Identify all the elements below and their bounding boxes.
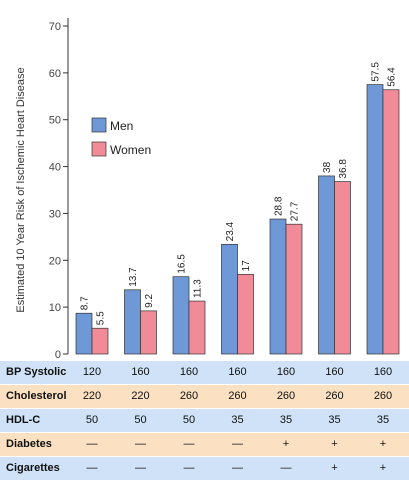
legend-label-women: Women (110, 143, 151, 157)
table-cell: + (331, 438, 338, 450)
table-cell: 50 (182, 414, 196, 426)
table-cell: — (135, 462, 146, 474)
y-tick-label: 0 (55, 349, 61, 361)
table-cell: 260 (373, 390, 393, 402)
bar-men-6 (318, 175, 335, 355)
data-label-men-3: 16.5 (177, 254, 188, 274)
data-label-men-6: 38 (322, 161, 333, 173)
table-row: Diabetes — — — — + + + (0, 433, 409, 456)
row-label: Diabetes (6, 438, 52, 450)
table-cell: 160 (373, 366, 393, 378)
row-label: HDL-C (6, 414, 41, 426)
row-label: Cigarettes (6, 462, 60, 474)
table-cell: + (331, 462, 338, 474)
data-label-men-2: 13.7 (128, 267, 139, 287)
table-cell: 160 (131, 366, 150, 378)
table-cell: — (280, 462, 292, 474)
bar-women-5 (285, 223, 303, 355)
table-cell: 35 (376, 414, 390, 426)
table-row: Cholesterol 220 220 260 260 260 260 260 (0, 385, 409, 408)
y-tick-label: 70 (49, 21, 61, 33)
row-label: BP Systolic (6, 366, 67, 378)
table-cell: — (183, 462, 195, 474)
table-cell: 160 (228, 366, 247, 378)
bar-women-3 (188, 300, 206, 355)
y-tick-label: 30 (49, 208, 61, 220)
data-label-men-5: 28.8 (274, 196, 285, 216)
data-label-women-6: 36.8 (338, 159, 349, 179)
data-label-men-7: 57.5 (371, 62, 382, 82)
table-cell: + (379, 438, 387, 450)
table-cell: 120 (82, 366, 102, 378)
y-tick-label: 50 (49, 115, 61, 127)
bar-chart: 0 10 20 30 40 50 60 70 Estimated 10 Year Risk of… (15, 18, 400, 361)
data-label-men-1: 8.7 (80, 296, 91, 310)
table-cell: 35 (328, 414, 341, 426)
bar-men-4 (221, 244, 238, 355)
table-cell: 50 (85, 414, 99, 426)
table-cell: 260 (228, 390, 247, 402)
bar-women-2 (140, 310, 157, 355)
table-cell: + (282, 438, 290, 450)
table-cell: 260 (276, 390, 296, 402)
table-cell: 35 (279, 414, 293, 426)
table-cell: 50 (134, 414, 147, 426)
data-label-women-7: 56.4 (387, 67, 398, 87)
bar-women-6 (334, 181, 351, 355)
table-row: BP Systolic 120 160 160 160 160 160 160 (0, 361, 409, 384)
table-cell: — (86, 438, 98, 450)
table-cell: — (86, 462, 98, 474)
bar-men-7 (366, 84, 384, 355)
table-cell: 160 (276, 366, 296, 378)
table-cell: 35 (231, 414, 244, 426)
y-tick-label: 20 (49, 255, 61, 267)
legend-label-men: Men (110, 119, 133, 133)
y-axis-label: Estimated 10 Year Risk of Ischemic Heart… (15, 67, 27, 312)
table-cell: 220 (82, 390, 102, 402)
row-label: Cholesterol (6, 390, 67, 402)
y-tick-label: 40 (49, 162, 61, 174)
bar-men-1 (75, 312, 93, 355)
bar-women-7 (382, 89, 400, 355)
data-label-women-2: 9.2 (144, 294, 155, 308)
data-label-women-5: 27.7 (290, 201, 301, 221)
y-tick-label: 60 (49, 68, 61, 80)
table-row: Cigarettes — — — — — + + (0, 457, 409, 480)
table-cell: — (232, 438, 243, 450)
bar-women-4 (237, 273, 254, 355)
table-cell: 220 (131, 390, 150, 402)
data-label-men-4: 23.4 (225, 221, 236, 241)
bar-men-3 (172, 276, 190, 355)
data-label-women-1: 5.5 (96, 311, 107, 325)
legend-swatch-women (91, 141, 107, 157)
table-cell: 160 (325, 366, 344, 378)
bar-men-2 (124, 289, 141, 355)
legend-swatch-men (91, 117, 107, 133)
data-label-women-4: 17 (241, 260, 252, 272)
data-label-women-3: 11.3 (193, 279, 204, 298)
bar-women-1 (91, 327, 109, 355)
table-row: HDL-C 50 50 50 35 35 35 35 (0, 409, 409, 432)
bar-men-5 (269, 218, 287, 355)
y-tick-label: 10 (49, 302, 61, 314)
table-cell: — (135, 438, 146, 450)
table-cell: 260 (179, 390, 199, 402)
table-cell: — (232, 462, 243, 474)
table-cell: + (379, 462, 387, 474)
table-cell: 160 (179, 366, 199, 378)
table-cell: — (183, 438, 195, 450)
table-cell: 260 (325, 390, 344, 402)
